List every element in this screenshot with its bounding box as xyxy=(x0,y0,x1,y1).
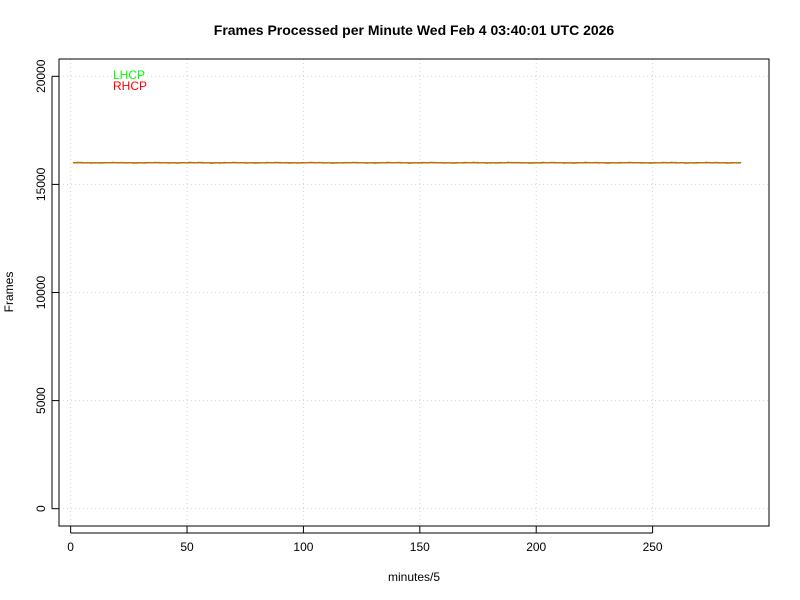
y-tick-label: 20000 xyxy=(34,59,48,93)
x-axis: 0 50 100 150 200 250 xyxy=(67,526,663,554)
series-layer xyxy=(72,161,742,164)
legend-entry-lhcp: LHCP xyxy=(113,68,145,82)
y-axis: 0 5000 10000 15000 20000 xyxy=(34,59,59,512)
y-tick-label: 15000 xyxy=(34,167,48,201)
x-tick-label: 100 xyxy=(293,540,313,554)
grid xyxy=(59,59,769,526)
y-tick-label: 0 xyxy=(34,505,48,512)
y-tick-label: 5000 xyxy=(34,387,48,414)
x-tick-label: 0 xyxy=(67,540,74,554)
x-axis-label: minutes/5 xyxy=(388,570,440,584)
legend-entry-rhcp: RHCP xyxy=(113,79,147,93)
x-tick-label: 200 xyxy=(526,540,546,554)
chart-title: Frames Processed per Minute Wed Feb 4 03… xyxy=(214,22,615,38)
x-tick-label: 250 xyxy=(643,540,663,554)
x-tick-label: 50 xyxy=(180,540,194,554)
plot-frame xyxy=(58,58,770,527)
x-tick-label: 150 xyxy=(410,540,430,554)
y-axis-label: Frames xyxy=(2,272,16,313)
y-tick-label: 10000 xyxy=(34,275,48,309)
